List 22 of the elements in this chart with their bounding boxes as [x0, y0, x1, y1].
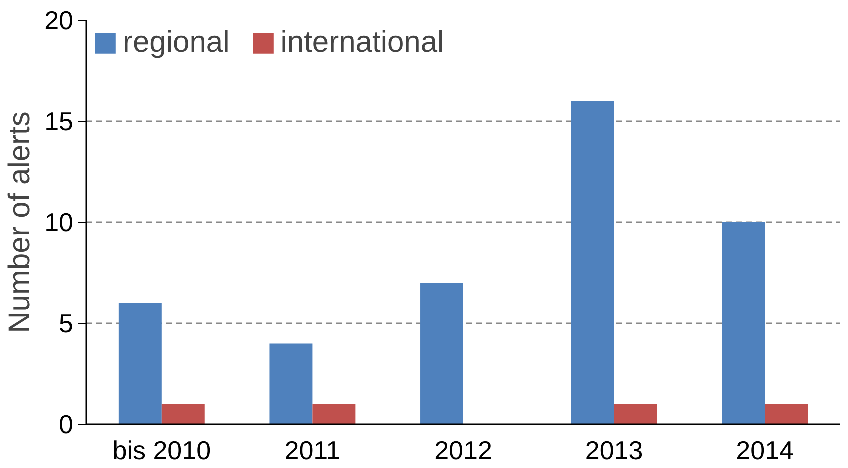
- x-tick-label: 2014: [736, 436, 794, 466]
- x-tick-label: 2012: [434, 436, 492, 466]
- y-axis-title: Number of alerts: [4, 112, 37, 334]
- bar: [571, 101, 614, 424]
- bar: [614, 404, 658, 424]
- bar: [722, 222, 766, 424]
- bar: [312, 404, 356, 424]
- bar: [162, 404, 205, 424]
- y-tick-label: 0: [59, 410, 74, 440]
- legend-label: regional: [123, 26, 230, 60]
- y-tick-label: 5: [59, 308, 74, 338]
- y-tick-label: 10: [44, 208, 74, 238]
- y-tick-label: 20: [44, 6, 74, 36]
- bar: [420, 283, 464, 424]
- bar: [118, 303, 162, 424]
- legend-label: international: [280, 26, 444, 60]
- x-tick-label: 2013: [585, 436, 644, 466]
- x-tick-label: bis 2010: [112, 436, 212, 466]
- y-tick-label: 15: [44, 106, 74, 136]
- x-tick-label: 2011: [284, 436, 341, 466]
- bar: [270, 344, 313, 424]
- bar: [765, 404, 808, 424]
